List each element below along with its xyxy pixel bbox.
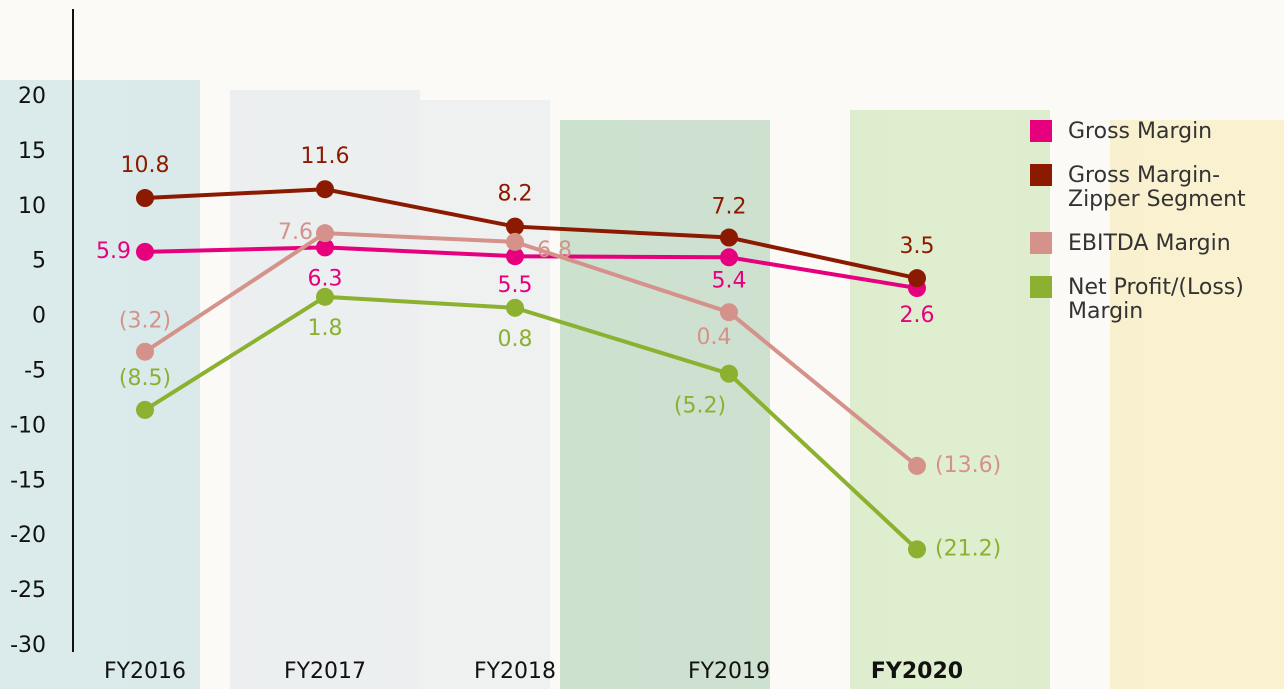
legend-swatch <box>1030 232 1052 254</box>
data-point <box>316 180 334 199</box>
data-label: 10.8 <box>121 153 170 178</box>
data-point <box>506 298 524 317</box>
data-label: 5.4 <box>712 268 747 293</box>
legend-item: Gross Margin-Zipper Segment <box>1030 164 1260 212</box>
data-point <box>506 217 524 236</box>
data-point <box>720 364 738 383</box>
data-point <box>316 224 334 243</box>
data-point <box>136 400 154 419</box>
x-tick-label: FY2016 <box>104 659 186 684</box>
data-label: 1.8 <box>308 316 343 341</box>
data-point <box>136 242 154 261</box>
y-tick-label: 5 <box>32 249 46 274</box>
x-tick-label: FY2020 <box>871 659 963 684</box>
data-point <box>506 247 524 266</box>
data-point <box>908 456 926 475</box>
data-label: (21.2) <box>935 536 1001 561</box>
data-label: 11.6 <box>301 144 350 169</box>
data-label: 5.5 <box>498 273 533 298</box>
data-label: (3.2) <box>119 309 171 334</box>
legend-swatch <box>1030 276 1052 298</box>
y-tick-label: 10 <box>18 194 46 219</box>
data-point <box>720 303 738 322</box>
legend-item: EBITDA Margin <box>1030 232 1260 256</box>
data-point <box>908 540 926 559</box>
y-tick-label: 0 <box>32 304 46 329</box>
x-tick-label: FY2017 <box>284 659 366 684</box>
y-tick-label: 20 <box>18 84 46 109</box>
data-label: 0.4 <box>697 325 732 350</box>
data-label: 5.9 <box>96 239 131 264</box>
data-label: 8.2 <box>498 182 533 207</box>
data-point <box>136 189 154 208</box>
data-point <box>316 238 334 257</box>
data-label: 3.5 <box>900 234 935 259</box>
y-tick-label: -5 <box>24 359 46 384</box>
legend: Gross Margin Gross Margin-Zipper Segment E… <box>1030 120 1260 344</box>
data-label: 2.6 <box>900 303 935 328</box>
y-tick-label: -15 <box>10 468 46 493</box>
data-label: (8.5) <box>119 366 171 391</box>
y-tick-label: -25 <box>10 578 46 603</box>
legend-item: Gross Margin <box>1030 120 1260 144</box>
legend-label: EBITDA Margin <box>1068 231 1231 256</box>
legend-swatch <box>1030 120 1052 142</box>
legend-label: Gross Margin <box>1068 119 1213 144</box>
background <box>0 80 1284 689</box>
data-point <box>506 232 524 251</box>
y-tick-label: 15 <box>18 139 46 164</box>
data-label: 6.8 <box>537 238 572 263</box>
legend-label: Gross Margin-Zipper Segment <box>1068 163 1246 212</box>
data-label: 0.8 <box>498 327 533 352</box>
y-tick-label: -30 <box>10 633 46 658</box>
x-tick-label: FY2018 <box>474 659 556 684</box>
legend-item: Net Profit/(Loss) Margin <box>1030 276 1260 324</box>
data-label: 7.6 <box>278 220 313 245</box>
data-label: 6.3 <box>308 266 343 291</box>
data-point <box>908 269 926 288</box>
legend-swatch <box>1030 164 1052 186</box>
data-point <box>720 228 738 247</box>
data-label: (5.2) <box>674 394 726 419</box>
data-label: (13.6) <box>935 453 1001 478</box>
data-label: 7.2 <box>712 195 747 220</box>
legend-label: Net Profit/(Loss) Margin <box>1068 275 1244 324</box>
data-point <box>136 342 154 361</box>
y-tick-label: -20 <box>10 523 46 548</box>
x-tick-label: FY2019 <box>688 659 770 684</box>
y-tick-label: -10 <box>10 413 46 438</box>
data-point <box>316 287 334 306</box>
data-point <box>720 248 738 267</box>
